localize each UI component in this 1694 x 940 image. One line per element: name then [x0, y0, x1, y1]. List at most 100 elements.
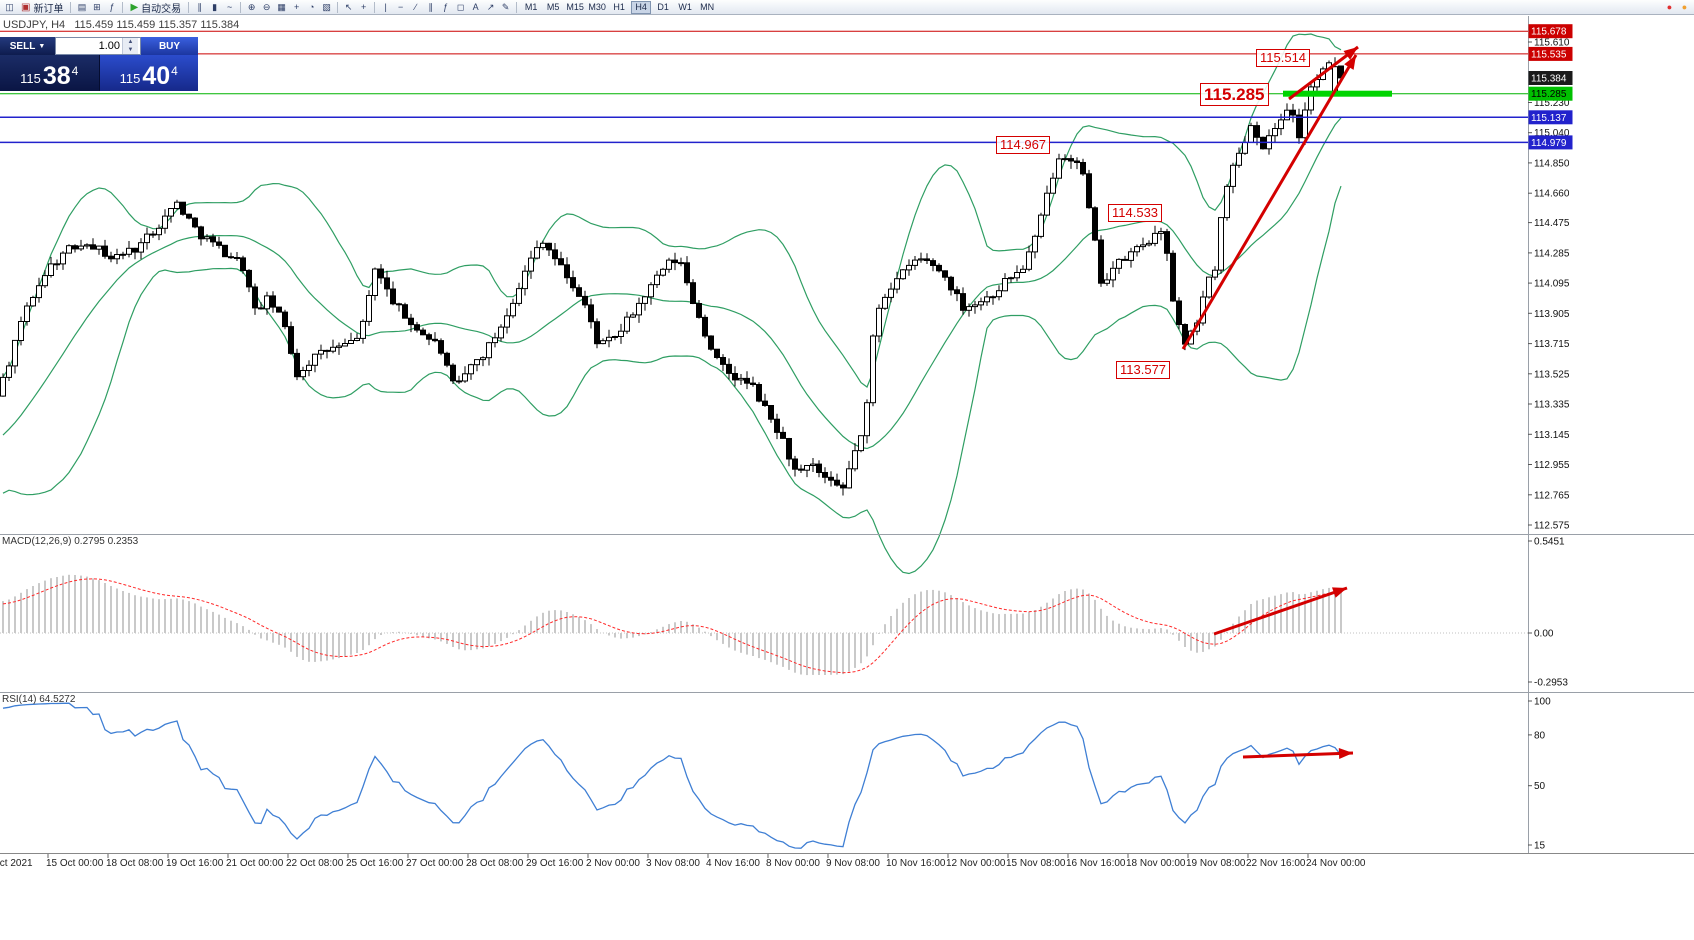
chart-window-icon[interactable]: ◫ [2, 1, 17, 14]
template-icon-glyph: ▧ [322, 1, 331, 12]
arrows-tool-icon[interactable]: ↗ [483, 1, 498, 14]
svg-text:15 Oct 00:00: 15 Oct 00:00 [46, 858, 104, 869]
timeframe-mn[interactable]: MN [700, 2, 715, 12]
add-indicator-icon-glyph: + [294, 2, 300, 12]
new-order-button-label: 新订单 [33, 3, 64, 15]
vertical-line-icon-glyph: | [384, 2, 387, 12]
line-chart-icon[interactable]: ~ [222, 1, 237, 14]
new-order-glyph: ▣ [21, 1, 31, 13]
sell-price-display[interactable]: 115 38 4 [0, 55, 99, 91]
bollinger-bands-layer [2, 33, 1342, 575]
crosshair-icon-glyph: + [361, 2, 367, 12]
svg-text:112.575: 112.575 [1534, 520, 1570, 531]
cursor-icon[interactable]: ↖ [341, 1, 356, 14]
chart-window-icon-glyph: ◫ [5, 1, 14, 12]
tile-windows-icon[interactable]: ▦ [274, 1, 289, 14]
svg-text:12 Nov 00:00: 12 Nov 00:00 [946, 858, 1006, 869]
svg-text:113.715: 113.715 [1534, 339, 1570, 350]
alert-icon[interactable]: ● [1681, 2, 1688, 12]
indicator-list-icon[interactable]: ƒ [104, 1, 119, 14]
cursor-icon-glyph: ↖ [344, 1, 353, 12]
svg-text:114.095: 114.095 [1534, 279, 1570, 290]
svg-text:24 Nov 00:00: 24 Nov 00:00 [1306, 858, 1366, 869]
toolbar-separator [516, 1, 518, 13]
auto-trading-glyph: ▶ [130, 1, 139, 13]
one-click-trading-panel: SELL ▼ ▲ ▼ BUY 115 38 4 115 40 [0, 37, 198, 91]
timeframe-h4[interactable]: H4 [631, 0, 652, 14]
price-callout[interactable]: 114.967 [996, 136, 1051, 155]
candlestick-chart-icon-glyph: ▮ [212, 1, 218, 12]
svg-text:114.660: 114.660 [1534, 189, 1570, 200]
candlestick-chart-icon[interactable]: ▮ [207, 1, 222, 14]
new-order-button[interactable]: ▣ 新订单 [17, 1, 67, 15]
svg-text:29 Oct 16:00: 29 Oct 16:00 [526, 858, 584, 869]
svg-text:22 Nov 16:00: 22 Nov 16:00 [1246, 858, 1306, 869]
price-badge [1528, 46, 1573, 61]
record-icon[interactable]: ● [1666, 2, 1673, 12]
price-callout[interactable]: 114.533 [1108, 204, 1163, 223]
timeframe-m15[interactable]: M15 [566, 2, 584, 12]
toolbar-separator [374, 1, 376, 13]
fibonacci-icon[interactable]: ƒ [438, 1, 453, 14]
price-badge [1528, 135, 1573, 150]
buy-price-handle: 115 [119, 71, 141, 86]
buy-button[interactable]: BUY [141, 37, 198, 55]
svg-text:114.850: 114.850 [1534, 158, 1570, 169]
svg-text:2 Nov 00:00: 2 Nov 00:00 [586, 858, 640, 869]
svg-text:80: 80 [1534, 730, 1546, 741]
line-chart-icon-glyph: ~ [227, 2, 233, 12]
zoom-in-icon[interactable]: ⊕ [244, 1, 259, 14]
volume-spinner: ▲ ▼ [122, 38, 138, 54]
shapes-icon[interactable]: ◻ [453, 1, 468, 14]
buy-price-display[interactable]: 115 40 4 [99, 55, 198, 91]
trendline-icon[interactable]: ∕ [408, 1, 423, 14]
chart-title: USDJPY, H4 115.459 115.459 115.357 115.3… [3, 19, 240, 31]
volume-input[interactable] [56, 40, 122, 52]
add-indicator-icon[interactable]: + [289, 1, 304, 14]
timeframe-h1[interactable]: H1 [613, 2, 625, 12]
trend-arrows[interactable] [1181, 45, 1359, 759]
sell-button[interactable]: SELL ▼ [0, 37, 55, 55]
bar-chart-icon[interactable]: ∥ [192, 1, 207, 14]
horizontal-line-icon[interactable]: − [393, 1, 408, 14]
zoom-out-icon[interactable]: ⊖ [259, 1, 274, 14]
volume-down-button[interactable]: ▼ [123, 46, 138, 54]
svg-text:114.285: 114.285 [1534, 248, 1570, 259]
crosshair-icon[interactable]: + [356, 1, 371, 14]
svg-text:27 Oct 00:00: 27 Oct 00:00 [406, 858, 464, 869]
timeframe-m5[interactable]: M5 [546, 2, 560, 12]
svg-text:115.384: 115.384 [1531, 73, 1567, 84]
text-label-icon[interactable]: A [468, 1, 483, 14]
thick-green-segment [1283, 90, 1392, 97]
tile-windows-icon-glyph: ▦ [277, 1, 286, 12]
timeframe-d1[interactable]: D1 [657, 2, 669, 12]
svg-text:18 Nov 00:00: 18 Nov 00:00 [1126, 858, 1186, 869]
period-clock-icon[interactable]: ◔ [304, 1, 319, 14]
vertical-line-icon[interactable]: | [378, 1, 393, 14]
timeframe-m1[interactable]: M1 [524, 2, 538, 12]
price-badge [1528, 71, 1573, 85]
profiles-icon-glyph: ▤ [77, 1, 87, 12]
svg-text:113.335: 113.335 [1534, 400, 1570, 411]
equidistant-channel-icon[interactable]: ∥ [423, 1, 438, 14]
svg-text:115.535: 115.535 [1531, 49, 1567, 60]
price-callout[interactable]: 115.285 [1200, 83, 1269, 107]
toolbar-separator [70, 1, 72, 13]
timeframe-m30[interactable]: M30 [588, 2, 606, 12]
auto-trading-button[interactable]: ▶ 自动交易 [126, 1, 185, 15]
volume-up-button[interactable]: ▲ [123, 38, 138, 46]
period-clock-icon-glyph: ◔ [308, 2, 315, 12]
timeframe-w1[interactable]: W1 [678, 2, 692, 12]
price-scale[interactable]: 115.610 115.230 115.040 114.850 114.660 114.4… [1528, 24, 1573, 852]
pencil-icon[interactable]: ✎ [498, 1, 513, 14]
price-callout[interactable]: 115.514 [1256, 49, 1311, 68]
charts-grid-icon[interactable]: ⊞ [89, 1, 104, 14]
price-badge [1528, 86, 1573, 101]
svg-text:19 Oct 16:00: 19 Oct 16:00 [166, 858, 224, 869]
price-callout[interactable]: 113.577 [1116, 361, 1171, 380]
profiles-icon[interactable]: ▤ [74, 1, 89, 14]
template-icon[interactable]: ▧ [319, 1, 334, 14]
